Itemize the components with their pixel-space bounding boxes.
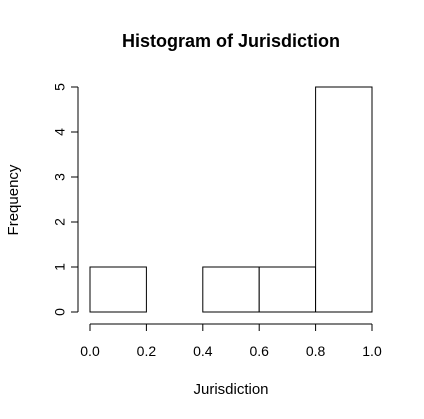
x-tick-label: 0.4: [193, 343, 213, 359]
y-tick-label: 0: [52, 308, 68, 316]
histogram-bar: [258, 266, 317, 313]
y-tick-label: 2: [52, 218, 68, 226]
x-axis: 0.0 0.2 0.4 0.6 0.8 1.0: [80, 323, 382, 359]
histogram-bar: [202, 266, 260, 313]
x-tick-label: 0.6: [249, 343, 269, 359]
x-tick-label: 0.2: [137, 343, 157, 359]
histogram-bar: [89, 266, 147, 313]
y-tick-label: 5: [52, 83, 68, 91]
y-tick-label: 1: [52, 263, 68, 271]
chart-title: Histogram of Jurisdiction: [122, 31, 340, 51]
y-axis-label: Frequency: [5, 164, 22, 235]
y-axis: 0 1 2 3 4 5: [52, 83, 79, 316]
x-tick-label: 0.8: [306, 343, 326, 359]
x-tick-label: 0.0: [80, 343, 100, 359]
y-tick-label: 3: [52, 173, 68, 181]
x-axis-label: Jurisdiction: [193, 381, 268, 398]
histogram-bar: [315, 86, 373, 313]
x-tick-label: 1.0: [362, 343, 382, 359]
bars-group: [89, 86, 373, 313]
y-tick-label: 4: [52, 128, 68, 136]
